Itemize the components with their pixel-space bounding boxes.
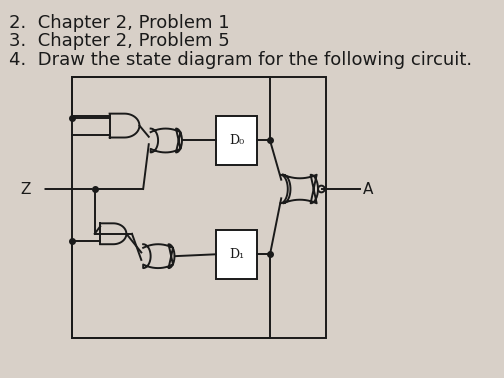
Text: 2.  Chapter 2, Problem 1: 2. Chapter 2, Problem 1 — [9, 14, 229, 32]
Text: A: A — [363, 181, 373, 197]
FancyBboxPatch shape — [216, 116, 257, 165]
Text: D₁: D₁ — [229, 248, 244, 261]
Text: 3.  Chapter 2, Problem 5: 3. Chapter 2, Problem 5 — [9, 32, 230, 50]
Text: D₀: D₀ — [229, 134, 244, 147]
Text: 4.  Draw the state diagram for the following circuit.: 4. Draw the state diagram for the follow… — [9, 51, 472, 69]
FancyBboxPatch shape — [216, 230, 257, 279]
Text: Z: Z — [21, 181, 31, 197]
Bar — [72, 77, 326, 338]
